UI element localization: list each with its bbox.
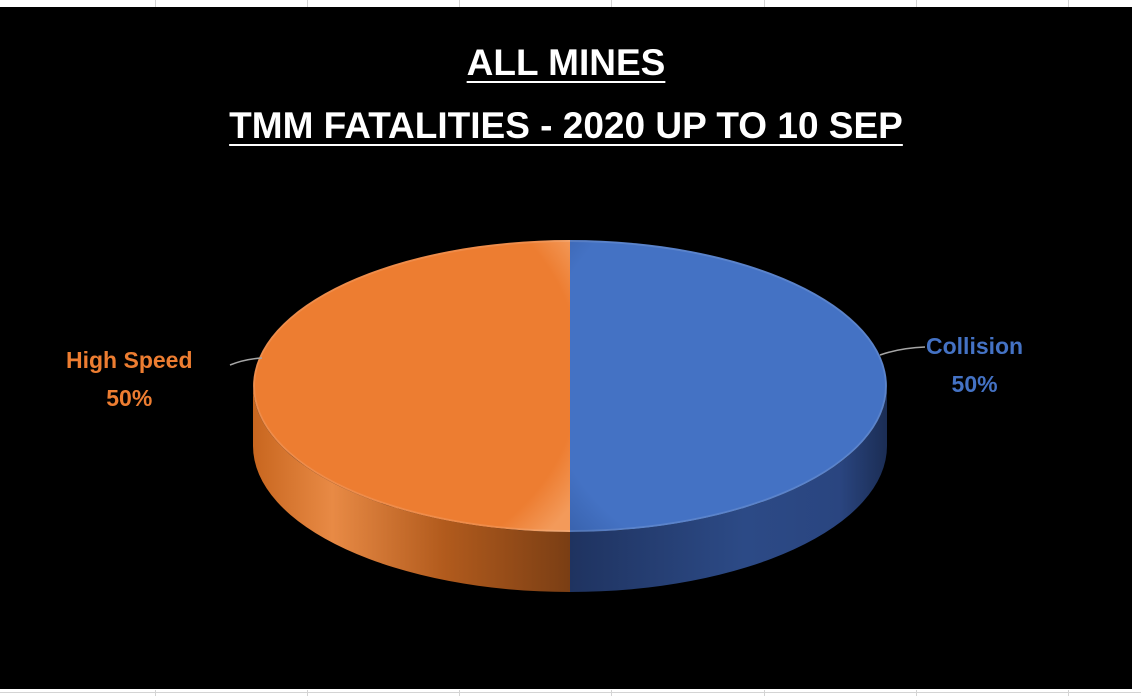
data-label-collision-name: Collision — [926, 333, 1024, 359]
chart-title: ALL MINES — [466, 42, 666, 83]
pie-side-collision — [570, 386, 887, 592]
data-label-collision-percent: 50% — [951, 371, 998, 397]
sheet-gridline — [1068, 690, 1069, 696]
data-label-high-speed-percent: 50% — [106, 385, 153, 411]
sheet-gridline — [155, 0, 156, 8]
sheet-gridline — [916, 0, 917, 8]
sheet-gridline — [459, 0, 460, 8]
pie-slice-high-speed[interactable] — [253, 240, 570, 532]
chart-subtitle: TMM FATALITIES - 2020 UP TO 10 SEP — [229, 105, 903, 146]
leader-line-collision — [879, 346, 926, 356]
sheet-gridline — [611, 0, 612, 8]
leader-line-high-speed — [229, 357, 263, 366]
sheet-gridline — [764, 0, 765, 8]
data-label-high-speed: High Speed 50% — [66, 341, 193, 417]
sheet-gridline — [1068, 0, 1069, 8]
sheet-gridline — [307, 690, 308, 696]
data-label-collision: Collision 50% — [926, 327, 1023, 403]
sheet-gridline — [764, 690, 765, 696]
sheet-gridline — [0, 692, 1141, 693]
pie-chart — [229, 240, 926, 592]
data-label-high-speed-name: High Speed — [66, 347, 193, 373]
pie-rim-highlight — [253, 240, 887, 532]
pie-side-high-speed — [253, 386, 570, 592]
sheet-gridline — [155, 690, 156, 696]
sheet-gridline — [916, 690, 917, 696]
pie-slice-collision[interactable] — [570, 240, 887, 532]
sheet-gridline — [611, 690, 612, 696]
sheet-gridline — [459, 690, 460, 696]
chart-area[interactable]: ALL MINES TMM FATALITIES - 2020 UP TO 10… — [0, 7, 1132, 689]
sheet-gridline — [307, 0, 308, 8]
